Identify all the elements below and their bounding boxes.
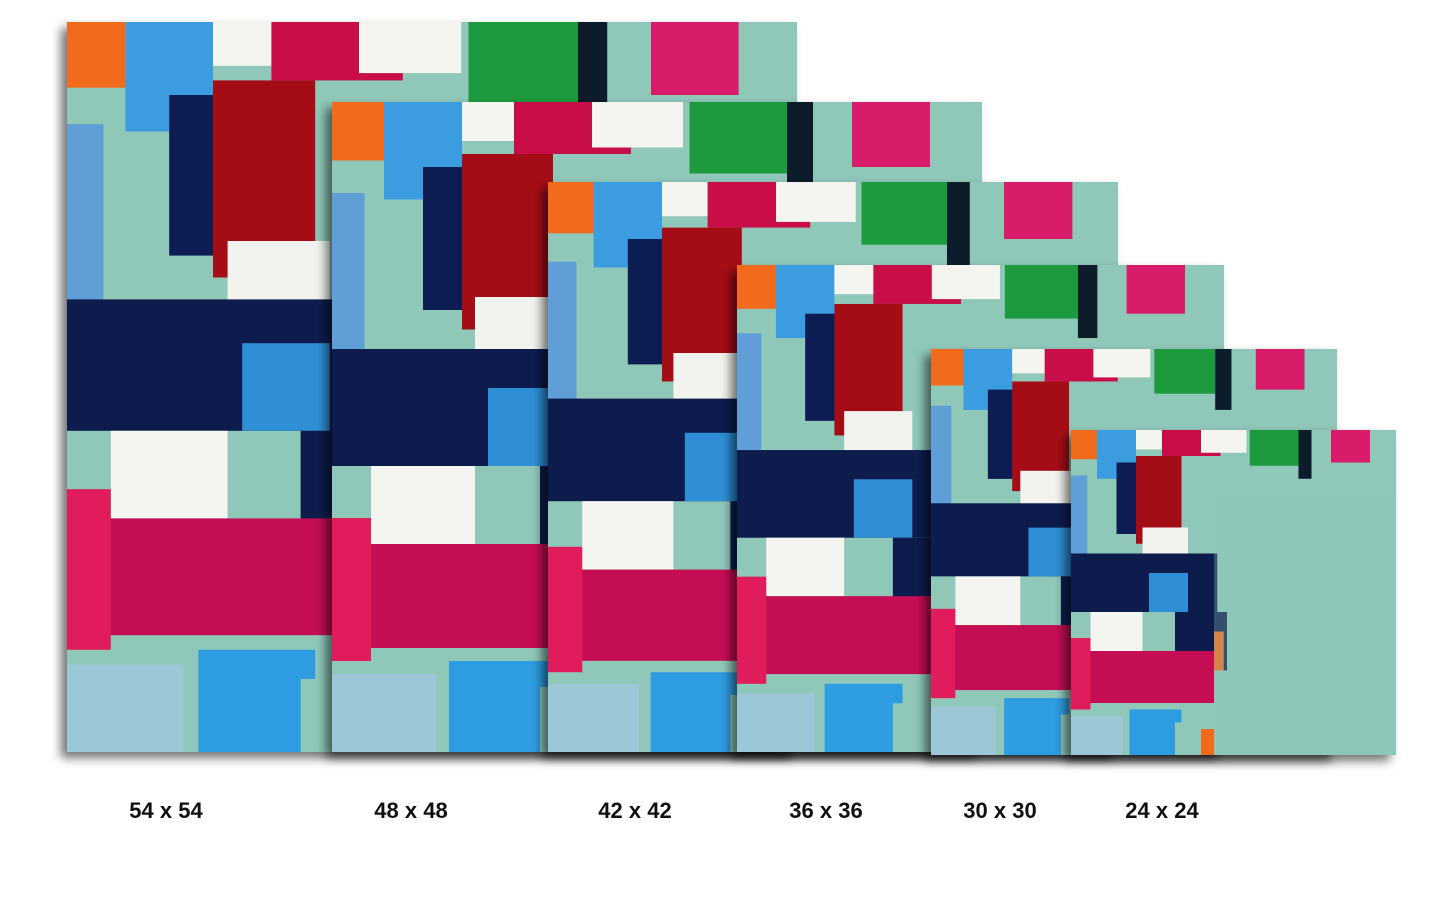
size-label: 42 x 42 (598, 798, 671, 823)
size-label: 36 x 36 (789, 798, 862, 823)
painting (1071, 430, 1396, 755)
size-label: 30 x 30 (963, 798, 1036, 823)
size-label: 48 x 48 (374, 798, 447, 823)
size-label: 54 x 54 (129, 798, 203, 823)
size-labels: 54 x 54 48 x 48 42 x 42 36 x 36 30 x 30 24 x … (129, 798, 1199, 823)
paintings (67, 22, 1396, 755)
size-label: 24 x 24 (1125, 798, 1199, 823)
